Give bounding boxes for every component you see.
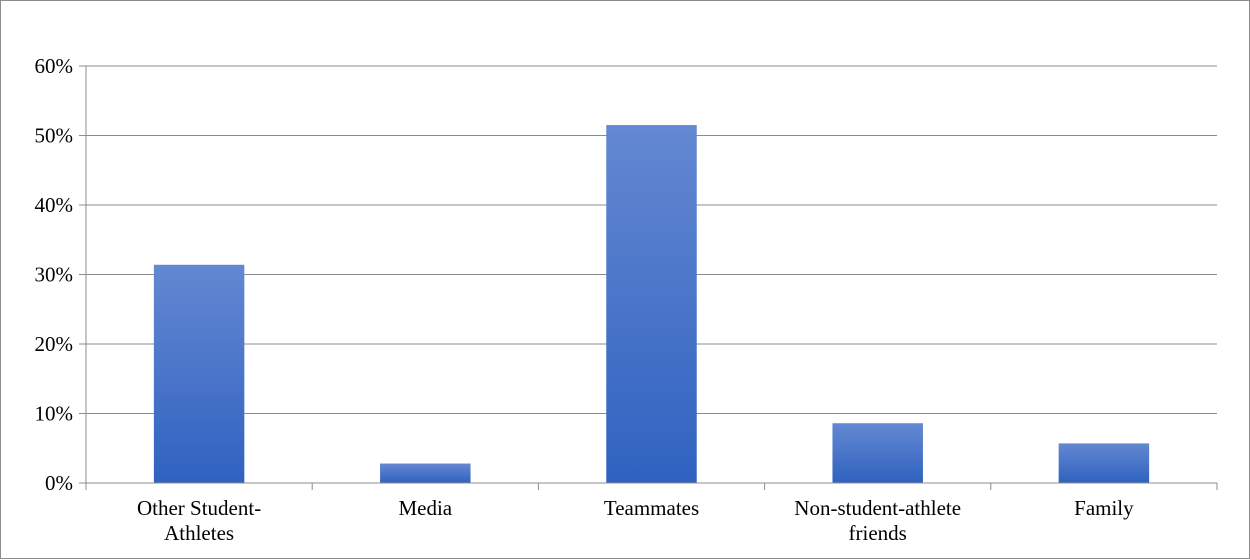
x-tick-label: Teammates [604, 496, 699, 520]
x-tick-label: Media [398, 496, 452, 520]
bar [606, 125, 697, 483]
x-tick-label: Family [1074, 496, 1134, 520]
y-axis-ticks: 0% 10% 20% 30% 40% 50% 60% [35, 54, 87, 495]
y-tick-label: 40% [35, 193, 74, 217]
y-tick-label: 60% [35, 54, 74, 78]
y-tick-label: 20% [35, 332, 74, 356]
bar [380, 463, 471, 483]
x-tick-label: Non-student-athlete friends [794, 496, 961, 545]
bar [1058, 443, 1150, 483]
y-tick-label: 50% [35, 124, 74, 148]
y-tick-label: 0% [45, 471, 73, 495]
x-axis-labels: Other Student-Athletes Media Teammates Non-… [137, 496, 1134, 545]
bar [832, 423, 923, 483]
y-tick-label: 10% [35, 402, 74, 426]
y-tick-label: 30% [35, 263, 74, 287]
bar [153, 264, 245, 483]
x-axis [85, 482, 1218, 490]
x-tick-label: Other Student-Athletes [137, 496, 261, 545]
bars [153, 125, 1150, 483]
